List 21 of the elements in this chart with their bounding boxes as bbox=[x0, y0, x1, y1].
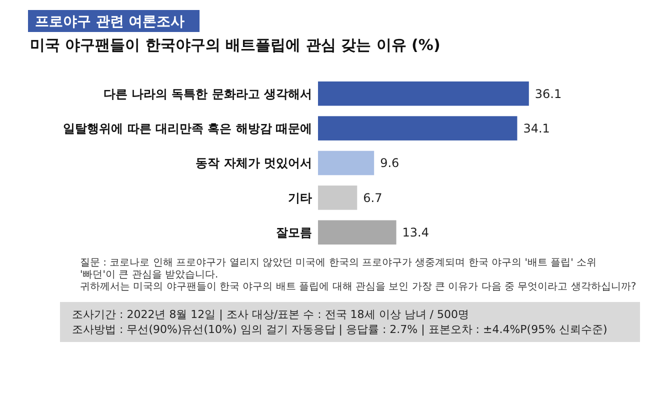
bar bbox=[318, 81, 529, 106]
text: 조사방법 : 무선(90%)유선(10%) 임의 걸기 자동응답 | 응답률 : 2.7% | 표본오차 : ±4.4%P(95% 신뢰수준) bbox=[72, 322, 608, 336]
data-label: 9.6 bbox=[380, 156, 400, 170]
y-tick-label: 일탈행위에 따른 대리만족 혹은 해방감 때문에 bbox=[63, 122, 312, 136]
bar bbox=[318, 220, 396, 245]
data-label: 34.1 bbox=[523, 122, 550, 136]
bar bbox=[318, 186, 358, 210]
chart-title: 미국 야구팬들이 한국야구의 배트플립에 관심 갖는 이유 (%) bbox=[30, 36, 440, 54]
y-tick-label: 다른 나라의 독특한 문화라고 생각해서 bbox=[103, 86, 312, 101]
text: 질문 : 코로나로 인해 프로야구가 열리지 않았던 미국에 한국의 프로야구가 생중계되며 한국 야구의 '배트 플립' 소위 '빠던'이 큰 관심을 받았습니다. bbox=[80, 258, 597, 280]
bar bbox=[318, 116, 518, 140]
data-label: 6.7 bbox=[363, 190, 382, 205]
bar bbox=[318, 150, 374, 176]
y-tick-label: 기타 bbox=[288, 190, 312, 205]
text: 프로야구 관련 여론조사 bbox=[35, 14, 185, 30]
data-label: 36.1 bbox=[534, 86, 562, 101]
data-label: 13.4 bbox=[402, 226, 430, 240]
y-tick-label: 잘모름 bbox=[276, 226, 312, 240]
y-tick-label: 동작 자체가 멋있어서 bbox=[196, 156, 312, 170]
text: 귀하께서는 미국의 야구팬들이 한국 야구의 배트 플립에 대해 관심을 보인 가장 큰 이유가 다음 중 무엇이라고 생각하십니까? bbox=[80, 282, 636, 292]
text: 조사기간 : 2022년 8월 12일 | 조사 대상/표본 수 : 전국 18세 이상 남녀 / 500명 bbox=[72, 308, 469, 321]
